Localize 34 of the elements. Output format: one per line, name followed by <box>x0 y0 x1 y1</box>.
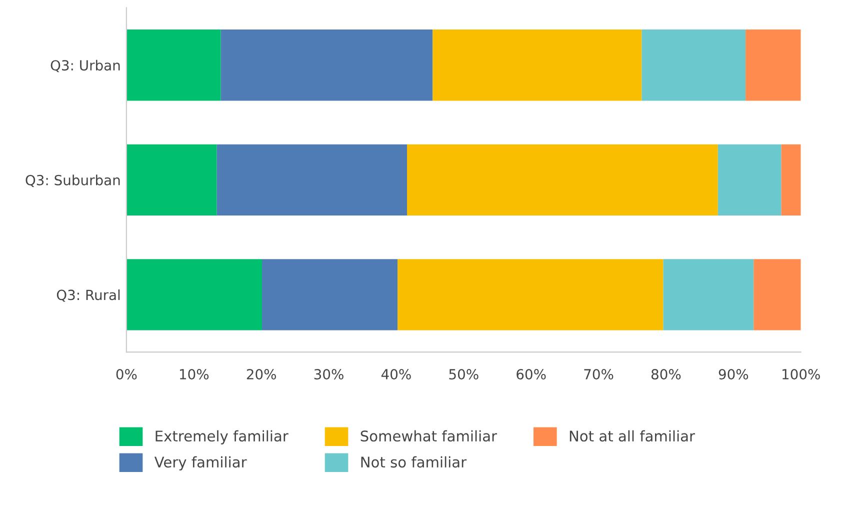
y-tick-label: Q3: Suburban <box>26 174 120 187</box>
x-tick-label: 90% <box>718 369 748 380</box>
x-tick-label: 0% <box>116 369 137 380</box>
x-tick-label: 80% <box>651 369 681 380</box>
bar <box>220 30 433 101</box>
legend-label: Not at all familiar <box>570 430 696 442</box>
x-tick-label: 20% <box>246 369 276 380</box>
bar <box>126 259 262 330</box>
bar <box>754 259 801 330</box>
bar <box>262 259 398 330</box>
x-tick-label: 40% <box>381 369 411 380</box>
legend-label: Very familiar <box>154 456 247 470</box>
x-tick-label: 100% <box>782 369 820 380</box>
bar <box>718 144 782 216</box>
bar <box>216 144 407 216</box>
bar <box>781 144 801 216</box>
y-tick-label: Q3: Rural <box>56 289 120 302</box>
legend-label: Extremely familiar <box>156 430 288 444</box>
bar <box>126 144 217 216</box>
x-tick-label: 70% <box>584 369 614 380</box>
bar <box>432 30 642 101</box>
x-tick-label: 60% <box>516 369 546 380</box>
bar <box>398 259 664 330</box>
bar <box>126 30 221 101</box>
bar <box>407 144 718 216</box>
bar <box>746 30 801 101</box>
bar <box>663 259 754 330</box>
x-tick-label: 50% <box>449 369 478 380</box>
bar <box>642 30 746 101</box>
legend-label: Somewhat familiar <box>360 430 498 442</box>
x-tick-label: 10% <box>180 369 209 380</box>
legend-label: Not so familiar <box>361 456 467 468</box>
x-tick-label: 30% <box>314 369 344 380</box>
y-tick-label: Q3: Urban <box>50 60 120 72</box>
